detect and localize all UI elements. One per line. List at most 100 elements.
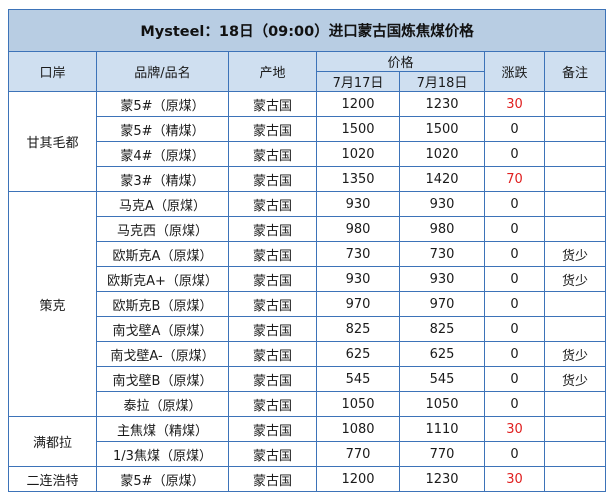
price-date-2-cell: 825 <box>399 316 485 342</box>
price-date-1-cell: 1080 <box>316 416 400 442</box>
brand-cell: 南戈壁B（原煤） <box>96 366 229 392</box>
remark-cell <box>543 116 607 142</box>
remark-cell <box>543 316 607 342</box>
change-cell: 0 <box>484 291 545 317</box>
price-date-2-cell: 1230 <box>399 466 485 492</box>
price-date-1-cell: 730 <box>316 241 400 267</box>
brand-cell: 南戈壁A（原煤） <box>96 316 229 342</box>
table-title: Mysteel：18日（09:00）进口蒙古国炼焦煤价格 <box>7 9 607 52</box>
change-cell: 0 <box>484 116 545 142</box>
change-cell: 30 <box>484 91 545 117</box>
header-date-2: 7月18日 <box>399 71 485 92</box>
brand-cell: 欧斯克A+（原煤） <box>96 266 229 292</box>
price-date-1-cell: 1500 <box>316 116 400 142</box>
header-origin: 产地 <box>228 51 317 92</box>
brand-cell: 主焦煤（精煤） <box>96 416 229 442</box>
remark-cell <box>543 191 607 217</box>
price-date-1-cell: 980 <box>316 216 400 242</box>
origin-cell: 蒙古国 <box>228 341 317 367</box>
price-date-1-cell: 1020 <box>316 141 400 167</box>
table-row: 南戈壁A（原煤） 蒙古国 825 825 0 <box>9 316 607 342</box>
price-date-2-cell: 980 <box>399 216 485 242</box>
price-date-2-cell: 1420 <box>399 166 485 192</box>
change-cell: 30 <box>484 466 545 492</box>
brand-cell: 蒙5#（精煤） <box>96 116 229 142</box>
brand-cell: 蒙3#（精煤） <box>96 166 229 192</box>
table-row: 南戈壁B（原煤） 蒙古国 545 545 0 货少 <box>9 366 607 392</box>
header-price: 价格 <box>316 51 485 72</box>
table-row: 欧斯克A+（原煤） 蒙古国 930 930 0 货少 <box>9 266 607 292</box>
brand-cell: 欧斯克B（原煤） <box>96 291 229 317</box>
origin-cell: 蒙古国 <box>228 441 317 467</box>
brand-cell: 欧斯克A（原煤） <box>96 241 229 267</box>
remark-cell <box>543 141 607 167</box>
origin-cell: 蒙古国 <box>228 191 317 217</box>
change-cell: 0 <box>484 191 545 217</box>
remark-cell <box>543 216 607 242</box>
remark-cell: 货少 <box>543 366 607 392</box>
brand-cell: 蒙5#（原煤） <box>96 466 229 492</box>
brand-cell: 马克西（原煤） <box>96 216 229 242</box>
price-date-1-cell: 930 <box>316 191 400 217</box>
brand-cell: 蒙4#（原煤） <box>96 141 229 167</box>
header-port: 口岸 <box>8 51 97 92</box>
brand-cell: 泰拉（原煤） <box>96 391 229 417</box>
origin-cell: 蒙古国 <box>228 166 317 192</box>
remark-cell: 货少 <box>543 341 607 367</box>
table-row: 蒙5#（精煤） 蒙古国 1500 1500 0 <box>9 116 607 142</box>
origin-cell: 蒙古国 <box>228 316 317 342</box>
table-body: 甘其毛都 蒙5#（原煤） 蒙古国 1200 1230 30 蒙5#（精煤） 蒙古国 1500 15… <box>8 91 607 492</box>
price-date-2-cell: 1020 <box>399 141 485 167</box>
table-row: 蒙4#（原煤） 蒙古国 1020 1020 0 <box>9 141 607 167</box>
brand-cell: 马克A（原煤） <box>96 191 229 217</box>
origin-cell: 蒙古国 <box>228 466 317 492</box>
price-date-2-cell: 930 <box>399 266 485 292</box>
price-date-2-cell: 1110 <box>399 416 485 442</box>
port-cell: 策克 <box>8 191 97 417</box>
remark-cell <box>543 166 607 192</box>
origin-cell: 蒙古国 <box>228 291 317 317</box>
origin-cell: 蒙古国 <box>228 416 317 442</box>
brand-cell: 南戈壁A-（原煤） <box>96 341 229 367</box>
header-change: 涨跌 <box>484 51 545 92</box>
table-row: 泰拉（原煤） 蒙古国 1050 1050 0 <box>9 391 607 417</box>
price-date-1-cell: 970 <box>316 291 400 317</box>
origin-cell: 蒙古国 <box>228 141 317 167</box>
remark-cell: 货少 <box>543 266 607 292</box>
price-date-2-cell: 1050 <box>399 391 485 417</box>
price-date-2-cell: 770 <box>399 441 485 467</box>
remark-cell <box>543 466 607 492</box>
origin-cell: 蒙古国 <box>228 91 317 117</box>
remark-cell <box>543 416 607 442</box>
table-row: 欧斯克B（原煤） 蒙古国 970 970 0 <box>9 291 607 317</box>
price-date-2-cell: 1500 <box>399 116 485 142</box>
price-date-1-cell: 545 <box>316 366 400 392</box>
port-cell: 满都拉 <box>8 416 97 467</box>
price-date-1-cell: 825 <box>316 316 400 342</box>
origin-cell: 蒙古国 <box>228 216 317 242</box>
price-date-1-cell: 930 <box>316 266 400 292</box>
change-cell: 0 <box>484 216 545 242</box>
origin-cell: 蒙古国 <box>228 391 317 417</box>
remark-cell <box>543 441 607 467</box>
change-cell: 70 <box>484 166 545 192</box>
table-row: 欧斯克A（原煤） 蒙古国 730 730 0 货少 <box>9 241 607 267</box>
remark-cell <box>543 391 607 417</box>
header-brand: 品牌/品名 <box>96 51 229 92</box>
brand-cell: 1/3焦煤（原煤） <box>96 441 229 467</box>
header-date-1: 7月17日 <box>316 71 400 92</box>
table-row: 甘其毛都 蒙5#（原煤） 蒙古国 1200 1230 30 <box>8 91 607 192</box>
header-remark: 备注 <box>543 51 607 92</box>
table-row: 马克西（原煤） 蒙古国 980 980 0 <box>9 216 607 242</box>
remark-cell: 货少 <box>543 241 607 267</box>
origin-cell: 蒙古国 <box>228 241 317 267</box>
change-cell: 0 <box>484 266 545 292</box>
price-date-2-cell: 625 <box>399 341 485 367</box>
price-date-2-cell: 730 <box>399 241 485 267</box>
table-row: 1/3焦煤（原煤） 蒙古国 770 770 0 <box>9 441 607 467</box>
change-cell: 30 <box>484 416 545 442</box>
price-date-2-cell: 970 <box>399 291 485 317</box>
price-date-2-cell: 545 <box>399 366 485 392</box>
price-date-1-cell: 770 <box>316 441 400 467</box>
price-date-1-cell: 1200 <box>316 91 400 117</box>
